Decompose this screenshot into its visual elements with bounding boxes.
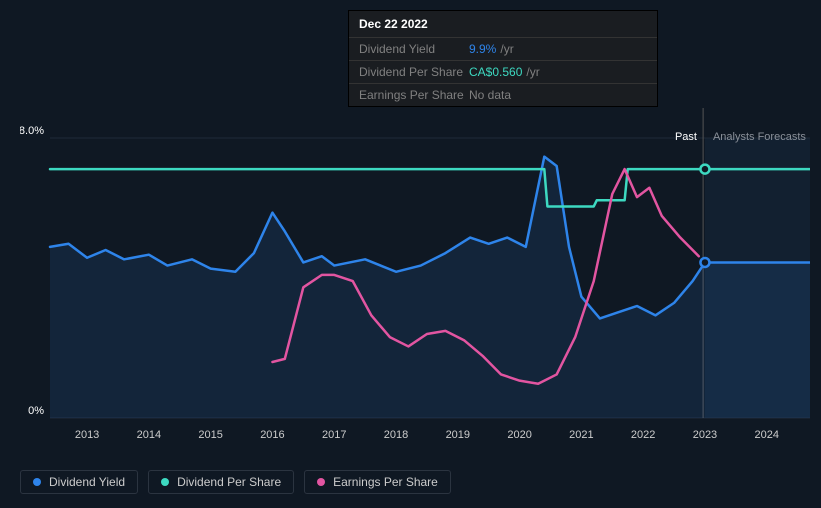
tooltip-unit: /yr [500,42,513,56]
legend-label: Dividend Per Share [177,475,281,489]
svg-text:Analysts Forecasts: Analysts Forecasts [713,131,806,143]
svg-text:2017: 2017 [322,429,346,441]
tooltip-date: Dec 22 2022 [349,11,657,38]
svg-text:2022: 2022 [631,429,655,441]
tooltip-label: Earnings Per Share [359,88,469,102]
legend-item[interactable]: Dividend Yield [20,470,138,494]
svg-text:2015: 2015 [198,429,222,441]
svg-text:18.0%: 18.0% [20,125,44,137]
legend: Dividend Yield Dividend Per Share Earnings… [20,470,451,494]
svg-text:Past: Past [675,131,697,143]
svg-text:2016: 2016 [260,429,284,441]
tooltip: Dec 22 2022Dividend Yield9.9%/yrDividend… [348,10,658,107]
tooltip-value: CA$0.560 [469,65,522,79]
svg-text:2014: 2014 [137,429,161,441]
tooltip-row: Dividend Yield9.9% /yr [349,38,657,61]
legend-item[interactable]: Dividend Per Share [148,470,294,494]
legend-label: Dividend Yield [49,475,125,489]
tooltip-row: Earnings Per ShareNo data [349,84,657,106]
svg-text:2024: 2024 [755,429,779,441]
svg-text:0%: 0% [28,405,44,417]
legend-dot-icon [33,478,41,486]
svg-text:2018: 2018 [384,429,408,441]
tooltip-value: 9.9% [469,42,496,56]
svg-text:2019: 2019 [446,429,470,441]
tooltip-value: No data [469,88,511,102]
tooltip-label: Dividend Yield [359,42,469,56]
legend-dot-icon [161,478,169,486]
tooltip-label: Dividend Per Share [359,65,469,79]
tooltip-row: Dividend Per ShareCA$0.560/yr [349,61,657,84]
svg-text:2020: 2020 [507,429,531,441]
legend-item[interactable]: Earnings Per Share [304,470,451,494]
svg-text:2021: 2021 [569,429,593,441]
svg-text:2013: 2013 [75,429,99,441]
chart-area: 18.0% 0% 2013 2014 2015 2016 2017 2018 2019 2020 2… [20,108,810,448]
tooltip-unit: /yr [526,65,539,79]
legend-label: Earnings Per Share [333,475,438,489]
legend-dot-icon [317,478,325,486]
svg-text:2023: 2023 [693,429,717,441]
chart-svg[interactable]: 18.0% 0% 2013 2014 2015 2016 2017 2018 2019 2020 2… [20,108,810,458]
